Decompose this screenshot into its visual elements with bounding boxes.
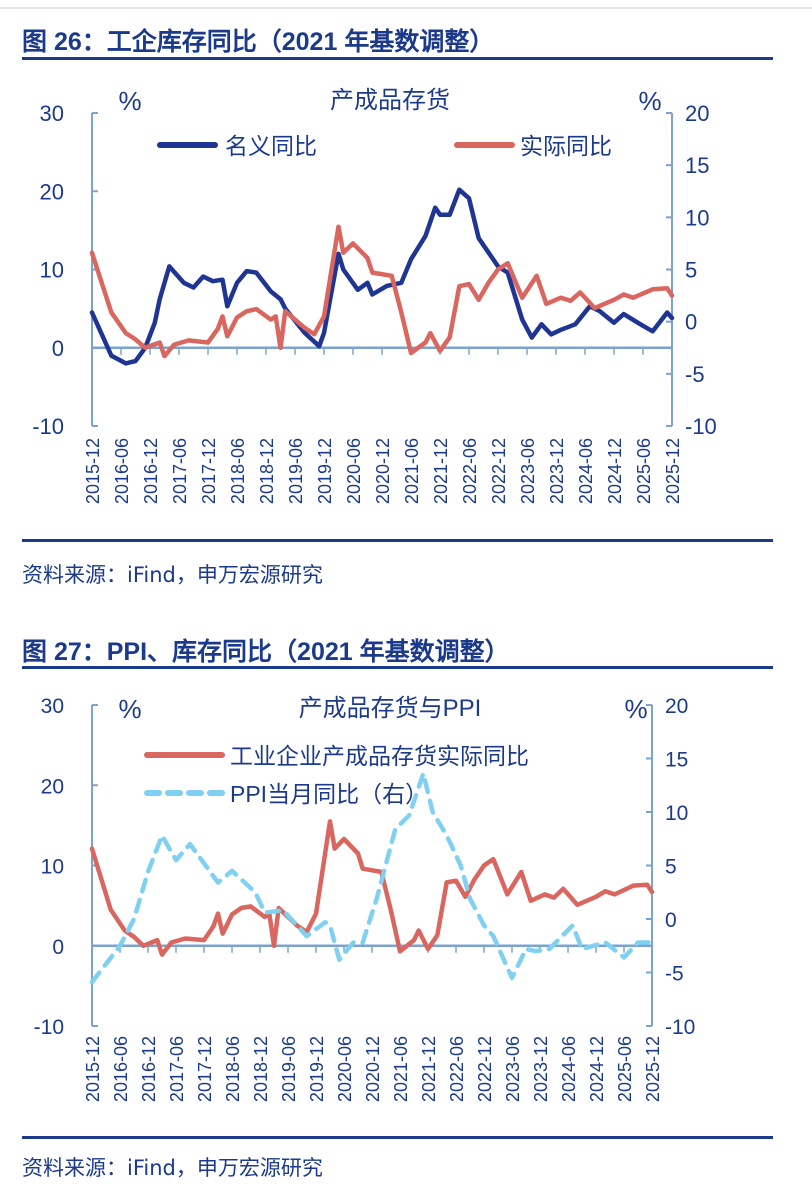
x-tick-label: 2022-06 <box>460 438 480 504</box>
x-tick-label: 2022-06 <box>447 1036 467 1102</box>
left-y-tick-label: -10 <box>34 1016 64 1039</box>
right-y-tick-label: 20 <box>685 101 709 126</box>
x-tick-label: 2019-12 <box>307 1036 327 1102</box>
series-line-2 <box>89 771 655 985</box>
right-y-tick-label: 20 <box>665 695 688 718</box>
right-y-tick-label: 15 <box>685 153 709 178</box>
x-tick-label: 2016-06 <box>112 438 132 504</box>
right-unit-label: % <box>638 86 661 116</box>
x-tick-label: 2020-06 <box>344 438 364 504</box>
x-tick-label: 2024-12 <box>605 438 625 504</box>
left-y-tick-label: 20 <box>40 179 64 204</box>
chart-title: 产成品存货 <box>330 87 450 114</box>
x-tick-label: 2018-12 <box>257 438 277 504</box>
x-tick-label: 2021-12 <box>431 438 451 504</box>
x-tick-label: 2018-06 <box>223 1036 243 1102</box>
x-tick-label: 2018-06 <box>228 438 248 504</box>
left-y-tick-label: 0 <box>52 336 64 361</box>
figure-26-source: 资料来源：iFind，申万宏源研究 <box>22 563 323 587</box>
x-tick-label: 2023-06 <box>503 1036 523 1102</box>
left-y-tick-label: 20 <box>41 775 64 798</box>
x-tick-label: 2016-12 <box>141 438 161 504</box>
x-tick-label: 2025-06 <box>615 1036 635 1102</box>
x-tick-label: 2025-06 <box>634 438 654 504</box>
legend-label: 名义同比 <box>225 133 317 159</box>
x-tick-label: 2025-12 <box>663 438 683 504</box>
series-line-1 <box>89 187 675 366</box>
top-divider <box>0 7 812 9</box>
x-tick-label: 2025-12 <box>643 1036 663 1102</box>
right-unit-label: % <box>624 694 647 724</box>
x-tick-label: 2022-12 <box>489 438 509 504</box>
x-tick-label: 2016-12 <box>139 1036 159 1102</box>
figure-26-title-rule <box>22 57 773 60</box>
left-y-tick-label: 10 <box>40 258 64 283</box>
left-y-tick-label: 30 <box>40 101 64 126</box>
right-y-tick-label: -10 <box>685 414 717 439</box>
chart-title: 产成品存货与PPI <box>299 695 482 722</box>
figure-27-bottom-rule <box>22 1136 773 1139</box>
legend-label: 工业企业产成品存货实际同比 <box>230 743 529 769</box>
right-y-tick-label: -10 <box>665 1016 695 1039</box>
x-tick-label: 2020-06 <box>335 1036 355 1102</box>
figure-27-source: 资料来源：iFind，申万宏源研究 <box>22 1156 323 1180</box>
right-y-tick-label: 15 <box>665 749 688 772</box>
figure-27-title: 图 27：PPI、库存同比（2021 年基数调整） <box>22 638 510 666</box>
x-tick-label: 2019-12 <box>315 438 335 504</box>
series-line-1 <box>89 819 655 957</box>
left-y-tick-label: 0 <box>52 936 64 959</box>
x-tick-label: 2017-06 <box>167 1036 187 1102</box>
x-tick-label: 2023-12 <box>531 1036 551 1102</box>
x-tick-label: 2021-12 <box>419 1036 439 1102</box>
left-y-tick-label: 30 <box>41 695 64 718</box>
left-unit-label: % <box>118 86 141 116</box>
figure-26-title: 图 26：工企库存同比（2021 年基数调整） <box>22 28 495 56</box>
right-y-tick-label: 10 <box>685 205 709 230</box>
x-tick-label: 2024-06 <box>576 438 596 504</box>
x-tick-label: 2021-06 <box>391 1036 411 1102</box>
x-tick-label: 2023-12 <box>547 438 567 504</box>
right-y-tick-label: 10 <box>665 802 688 825</box>
x-tick-label: 2021-06 <box>402 438 422 504</box>
right-y-tick-label: 0 <box>665 909 677 932</box>
right-y-tick-label: -5 <box>685 362 705 387</box>
series-line-2 <box>89 224 675 359</box>
x-tick-label: 2017-12 <box>199 438 219 504</box>
x-tick-label: 2020-12 <box>363 1036 383 1102</box>
x-tick-label: 2018-12 <box>251 1036 271 1102</box>
legend-label: 实际同比 <box>520 133 612 159</box>
left-unit-label: % <box>118 694 141 724</box>
right-y-tick-label: 0 <box>685 310 697 335</box>
x-tick-label: 2023-06 <box>518 438 538 504</box>
right-y-tick-label: 5 <box>685 258 697 283</box>
left-y-tick-label: -10 <box>32 414 64 439</box>
right-y-tick-label: 5 <box>665 856 677 879</box>
x-tick-label: 2019-06 <box>279 1036 299 1102</box>
figure-26-bottom-rule <box>22 539 773 542</box>
x-tick-label: 2022-12 <box>475 1036 495 1102</box>
figure-26-chart: 30 20 10 0 -10 20 15 10 5 0 -5 -10 2015-12 2016-06 201… <box>32 86 717 504</box>
x-tick-label: 2019-06 <box>286 438 306 504</box>
left-y-tick-label: 10 <box>41 856 64 879</box>
x-tick-label: 2020-12 <box>373 438 393 504</box>
x-tick-label: 2024-12 <box>587 1036 607 1102</box>
x-tick-label: 2017-06 <box>170 438 190 504</box>
x-tick-label: 2016-06 <box>111 1036 131 1102</box>
x-tick-label: 2024-06 <box>559 1036 579 1102</box>
figure-27-title-rule <box>22 666 773 669</box>
x-tick-label: 2015-12 <box>83 438 103 504</box>
right-y-tick-label: -5 <box>665 963 684 986</box>
x-tick-label: 2017-12 <box>195 1036 215 1102</box>
legend-label: PPI当月同比（右） <box>230 781 428 807</box>
x-tick-label: 2015-12 <box>83 1036 103 1102</box>
